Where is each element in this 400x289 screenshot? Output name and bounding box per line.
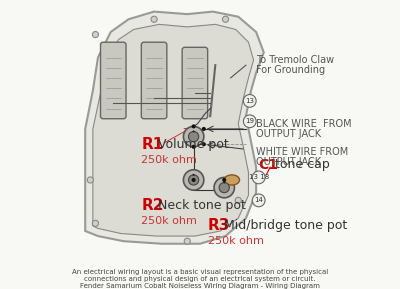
Circle shape [188, 175, 199, 185]
PathPatch shape [93, 24, 254, 236]
Circle shape [202, 142, 206, 146]
Circle shape [92, 220, 98, 226]
Circle shape [192, 124, 196, 128]
Text: 13 18: 13 18 [248, 174, 269, 180]
FancyBboxPatch shape [141, 42, 167, 119]
Text: 250k ohm: 250k ohm [141, 155, 197, 164]
Text: 250k ohm: 250k ohm [141, 216, 197, 226]
Circle shape [184, 170, 204, 190]
Text: OUTPUT JACK: OUTPUT JACK [256, 129, 321, 139]
Text: R1: R1 [141, 137, 164, 152]
Text: OUTPUT JACK: OUTPUT JACK [256, 157, 321, 167]
Circle shape [151, 16, 157, 22]
Text: 14: 14 [254, 197, 263, 203]
Circle shape [235, 197, 241, 203]
Text: 250k ohm: 250k ohm [208, 236, 264, 246]
Text: Volume pot: Volume pot [154, 138, 229, 151]
Circle shape [192, 178, 196, 182]
Circle shape [252, 171, 265, 184]
Circle shape [193, 174, 195, 176]
Circle shape [223, 181, 225, 184]
Circle shape [192, 145, 196, 149]
Circle shape [92, 32, 98, 38]
Circle shape [222, 178, 226, 182]
Text: C1: C1 [259, 158, 279, 172]
Text: 19: 19 [245, 118, 254, 124]
Circle shape [188, 131, 199, 142]
Circle shape [252, 194, 265, 207]
PathPatch shape [85, 12, 264, 244]
Text: WHITE WIRE FROM: WHITE WIRE FROM [256, 147, 348, 157]
Circle shape [222, 16, 228, 22]
Text: BLACK WIRE  FROM: BLACK WIRE FROM [256, 119, 352, 129]
Text: 13: 13 [245, 98, 254, 104]
Circle shape [243, 95, 256, 107]
Circle shape [184, 238, 190, 244]
Text: For Grounding: For Grounding [256, 65, 325, 75]
FancyBboxPatch shape [100, 42, 126, 119]
Text: R3: R3 [208, 218, 230, 234]
Circle shape [214, 177, 234, 198]
FancyBboxPatch shape [182, 47, 208, 119]
Circle shape [184, 126, 204, 147]
Text: tone cap: tone cap [272, 158, 330, 171]
Circle shape [193, 130, 195, 133]
Text: Neck tone pot: Neck tone pot [154, 199, 246, 212]
Circle shape [87, 177, 93, 183]
Text: Mid/bridge tone pot: Mid/bridge tone pot [220, 219, 348, 232]
Circle shape [243, 115, 256, 128]
Text: To Tremolo Claw: To Tremolo Claw [256, 55, 334, 65]
Text: R2: R2 [141, 198, 164, 213]
Text: An electrical wiring layout is a basic visual representation of the physical
con: An electrical wiring layout is a basic v… [72, 269, 328, 289]
Circle shape [219, 183, 229, 193]
Ellipse shape [224, 175, 240, 185]
Circle shape [202, 127, 206, 131]
